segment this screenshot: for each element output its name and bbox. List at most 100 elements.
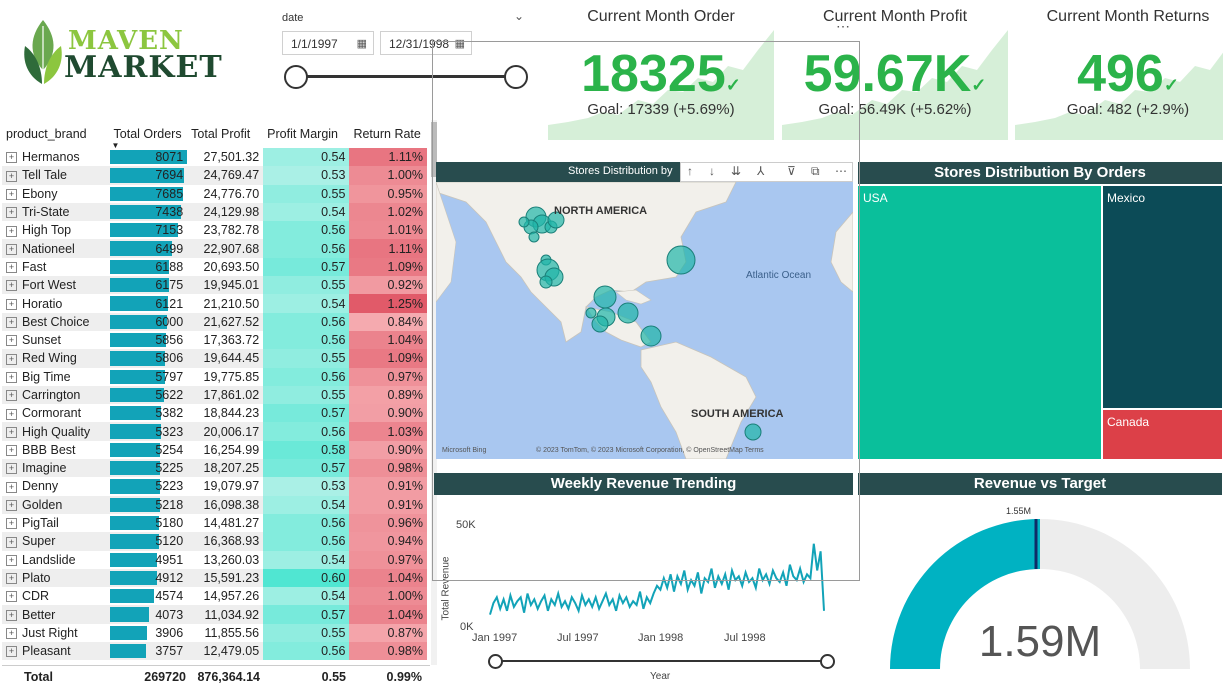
drag-handle-icon[interactable]: ⋯: [836, 18, 850, 34]
hierarchy-icon[interactable]: ⅄: [757, 164, 765, 178]
expand-icon[interactable]: +: [6, 518, 17, 530]
expand-icon[interactable]: +: [6, 628, 17, 640]
table-scrollbar[interactable]: [431, 120, 437, 665]
expand-icon[interactable]: +: [6, 426, 17, 438]
table-row[interactable]: + Big Time 5797 19,775.85 0.56 0.97%: [2, 367, 427, 386]
table-row[interactable]: + Sunset 5856 17,363.72 0.56 1.04%: [2, 330, 427, 350]
kpi-card-0[interactable]: Current Month Order 18325✓ Goal: 17339 (+5…: [548, 0, 774, 140]
col-header-orders[interactable]: Total Orders ▼: [110, 120, 188, 150]
expand-all-icon[interactable]: ⇊: [731, 164, 742, 178]
expand-icon[interactable]: +: [6, 353, 17, 365]
zoom-slider[interactable]: [488, 653, 835, 669]
table-row[interactable]: + BBB Best 5254 16,254.99 0.58 0.90%: [2, 440, 427, 460]
expand-icon[interactable]: +: [6, 243, 17, 255]
expand-icon[interactable]: +: [6, 573, 17, 585]
table-row[interactable]: + Fort West 6175 19,945.01 0.55 0.92%: [2, 276, 427, 295]
table-row[interactable]: + Denny 5223 19,079.97 0.53 0.91%: [2, 477, 427, 496]
filter-icon[interactable]: ⊽: [787, 164, 796, 178]
treemap-visual[interactable]: Stores Distribution By Orders USA Mexico…: [858, 162, 1222, 459]
expand-icon[interactable]: +: [6, 317, 17, 329]
map-attribution[interactable]: © 2023 TomTom, © 2023 Microsoft Corporat…: [536, 446, 764, 454]
expand-icon[interactable]: +: [6, 445, 17, 457]
map-canvas[interactable]: NORTH AMERICA SOUTH AMERICA Atlantic Oce…: [436, 182, 853, 459]
slider-handle-end[interactable]: [504, 65, 528, 89]
table-row[interactable]: + Just Right 3906 11,855.56 0.55 0.87%: [2, 623, 427, 643]
expand-icon[interactable]: +: [6, 591, 17, 603]
kpi-card-1[interactable]: Current Month Profit 59.67K✓ Goal: 56.49K …: [782, 0, 1008, 140]
return-rate-cell: 0.89%: [349, 385, 427, 405]
table-row[interactable]: + CDR 4574 14,957.26 0.54 1.00%: [2, 587, 427, 606]
expand-icon[interactable]: +: [6, 170, 17, 182]
expand-icon[interactable]: +: [6, 225, 17, 237]
table-row[interactable]: + Best Choice 6000 21,627.52 0.56 0.84%: [2, 312, 427, 331]
table-row[interactable]: + Carrington 5622 17,861.02 0.55 0.89%: [2, 385, 427, 405]
expand-icon[interactable]: +: [6, 207, 17, 219]
table-row[interactable]: + Better 4073 11,034.92 0.57 1.04%: [2, 605, 427, 624]
expand-icon[interactable]: +: [6, 554, 17, 566]
scrollbar-thumb[interactable]: [431, 122, 437, 177]
expand-icon[interactable]: +: [6, 499, 17, 511]
col-header-profit[interactable]: Total Profit: [191, 127, 251, 141]
expand-icon[interactable]: +: [6, 609, 17, 621]
calendar-icon[interactable]: ▦: [356, 38, 367, 50]
zoom-handle-end[interactable]: [820, 654, 835, 669]
expand-icon[interactable]: +: [6, 280, 17, 292]
table-row[interactable]: + Cormorant 5382 18,844.23 0.57 0.90%: [2, 404, 427, 423]
expand-icon[interactable]: +: [6, 390, 17, 402]
table-row[interactable]: + Hermanos 8071 27,501.32 0.54 1.11%: [2, 148, 427, 167]
focus-mode-icon[interactable]: ⧉: [811, 164, 820, 178]
table-row[interactable]: + PigTail 5180 14,481.27 0.56 0.96%: [2, 513, 427, 533]
table-row[interactable]: + Tri-State 7438 24,129.98 0.54 1.02%: [2, 202, 427, 222]
end-date-input[interactable]: 12/31/1998 ▦: [380, 31, 472, 55]
table-row[interactable]: + High Quality 5323 20,006.17 0.56 1.03%: [2, 422, 427, 441]
table-row[interactable]: + Imagine 5225 18,207.25 0.57 0.98%: [2, 459, 427, 478]
table-row[interactable]: + Pleasant 3757 12,479.05 0.56 0.98%: [2, 642, 427, 661]
date-range-slider[interactable]: [284, 65, 528, 89]
orders-data-bar: [109, 168, 184, 183]
expand-icon[interactable]: +: [6, 371, 17, 383]
expand-icon[interactable]: +: [6, 536, 17, 548]
col-header-margin[interactable]: Profit Margin: [267, 127, 338, 141]
gauge-visual[interactable]: Revenue vs Target 1.55M 1.59M: [858, 473, 1222, 687]
table-row[interactable]: + Tell Tale 7694 24,769.47 0.53 1.00%: [2, 166, 427, 185]
treemap-mexico[interactable]: Mexico: [1103, 186, 1222, 408]
drill-down-icon[interactable]: ↓: [709, 164, 715, 178]
expand-icon[interactable]: +: [6, 463, 17, 475]
expand-icon[interactable]: +: [6, 152, 17, 164]
brand-cell: + Horatio: [2, 294, 110, 312]
table-row[interactable]: + High Top 7153 23,782.78 0.56 1.01%: [2, 221, 427, 240]
orders-cell: 7438: [109, 203, 188, 221]
table-row[interactable]: + Nationeel 6499 22,907.68 0.56 1.11%: [2, 239, 427, 258]
table-row[interactable]: + Red Wing 5806 19,644.45 0.55 1.09%: [2, 349, 427, 368]
table-row[interactable]: + Super 5120 16,368.93 0.56 0.94%: [2, 532, 427, 551]
table-row[interactable]: + Landslide 4951 13,260.03 0.54 0.97%: [2, 550, 427, 569]
table-row[interactable]: + Ebony 7685 24,776.70 0.55 0.95%: [2, 184, 427, 203]
expand-icon[interactable]: +: [6, 262, 17, 274]
treemap-usa[interactable]: USA: [858, 186, 1101, 459]
return-rate-cell: 0.97%: [349, 367, 427, 386]
drill-up-icon[interactable]: ↑: [687, 164, 693, 178]
zoom-handle-start[interactable]: [488, 654, 503, 669]
more-options-icon[interactable]: ⋯: [835, 164, 847, 178]
kpi-sparkline: [548, 30, 774, 140]
expand-icon[interactable]: +: [6, 408, 17, 420]
expand-icon[interactable]: +: [6, 298, 17, 310]
expand-icon[interactable]: +: [6, 481, 17, 493]
table-row[interactable]: + Golden 5218 16,098.38 0.54 0.91%: [2, 495, 427, 514]
expand-icon[interactable]: +: [6, 335, 17, 347]
expand-icon[interactable]: +: [6, 646, 17, 658]
calendar-icon[interactable]: ▦: [454, 38, 465, 50]
treemap-canada[interactable]: Canada: [1103, 410, 1222, 459]
slider-handle-start[interactable]: [284, 65, 308, 89]
map-visual[interactable]: Stores Distribution by ↑ ↓ ⇊ ⅄ ⊽ ⧉ ⋯ NOR…: [436, 162, 853, 459]
table-row[interactable]: + Horatio 6121 21,210.50 0.54 1.25%: [2, 294, 427, 313]
weekly-revenue-visual[interactable]: Weekly Revenue Trending Total Revenue 50…: [434, 473, 853, 687]
table-row[interactable]: + Fast 6188 20,693.50 0.57 1.09%: [2, 257, 427, 277]
col-header-brand[interactable]: product_brand: [6, 127, 87, 141]
kpi-card-2[interactable]: Current Month Returns 496✓ Goal: 482 (+2.9…: [1015, 0, 1223, 140]
chevron-down-icon[interactable]: ⌄: [514, 9, 525, 23]
start-date-input[interactable]: 1/1/1997 ▦: [282, 31, 374, 55]
col-header-return-rate[interactable]: Return Rate: [353, 127, 421, 141]
table-row[interactable]: + Plato 4912 15,591.23 0.60 1.04%: [2, 568, 427, 588]
expand-icon[interactable]: +: [6, 188, 17, 200]
